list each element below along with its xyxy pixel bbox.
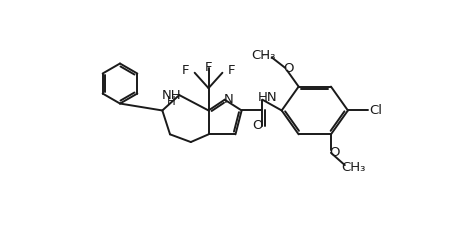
Text: O: O — [329, 146, 339, 159]
Text: F: F — [205, 61, 212, 74]
Text: N: N — [224, 93, 234, 106]
Text: CH₃: CH₃ — [251, 49, 275, 62]
Text: H: H — [167, 95, 176, 108]
Text: HN: HN — [258, 91, 278, 104]
Text: methoxy: methoxy — [262, 55, 269, 56]
Text: NH: NH — [162, 89, 181, 102]
Text: O: O — [252, 119, 262, 132]
Text: O: O — [283, 62, 294, 75]
Text: F: F — [228, 64, 235, 77]
Text: F: F — [182, 64, 189, 77]
Text: CH₃: CH₃ — [341, 161, 366, 174]
Text: Cl: Cl — [369, 104, 382, 117]
